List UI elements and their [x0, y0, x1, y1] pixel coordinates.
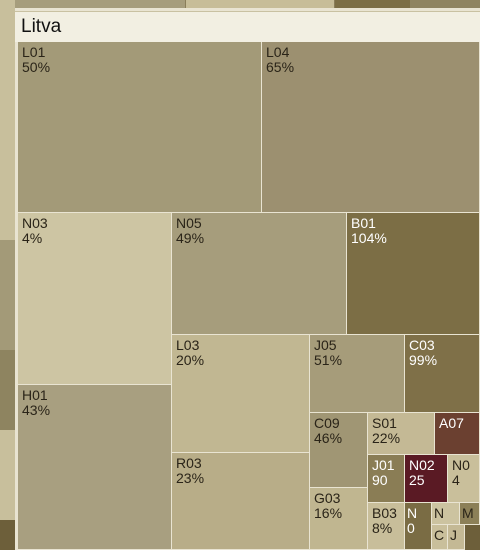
tile — [465, 525, 480, 550]
panel-title: Litva — [21, 16, 62, 37]
tile-value: 43% — [22, 402, 51, 418]
tile: R03 23% — [172, 453, 310, 550]
tile-label: G03 — [314, 490, 341, 506]
tile: J — [448, 525, 465, 550]
tile: L04 65% — [262, 42, 480, 213]
tile: N02 25 — [405, 455, 448, 503]
tile-value: 49% — [176, 230, 205, 246]
tile-value: 0 — [407, 520, 415, 536]
tile-label: N — [407, 505, 418, 521]
tile-label: C — [434, 527, 445, 543]
tile-label: J01 — [372, 457, 395, 473]
tile: C03 99% — [405, 335, 480, 413]
top-strip-tile — [186, 0, 334, 8]
tile-label: J — [450, 527, 457, 543]
tile-label: N0 — [452, 457, 470, 473]
tile-value: 22% — [372, 430, 401, 446]
tile: B03 8% — [368, 503, 405, 550]
tile: C09 46% — [310, 413, 368, 488]
tile: M — [460, 503, 480, 525]
tile-label: N02 — [409, 457, 435, 473]
top-strip-tile — [335, 0, 410, 8]
left-strip-tile — [0, 240, 15, 350]
tile: C — [432, 525, 448, 550]
tile-label: H01 — [22, 387, 48, 403]
tile-label: L01 — [22, 44, 46, 60]
tile: J05 51% — [310, 335, 405, 413]
tile-label: J05 — [314, 337, 337, 353]
separator — [15, 8, 480, 11]
left-strip-tile — [0, 520, 15, 550]
tile-value: 4 — [452, 472, 460, 488]
left-strip-tile — [0, 350, 15, 430]
tile-value: 99% — [409, 352, 438, 368]
tile-label: C03 — [409, 337, 435, 353]
tile-value: 104% — [351, 230, 387, 246]
tile-value: 65% — [266, 59, 295, 75]
tile-label: A07 — [439, 415, 464, 431]
tile-label: N03 — [22, 215, 48, 231]
tile-value: 8% — [372, 520, 393, 536]
tile-label: B01 — [351, 215, 376, 231]
tile: J01 90 — [368, 455, 405, 503]
tile-label: N05 — [176, 215, 202, 231]
tile: N05 49% — [172, 213, 347, 335]
tile-label: L03 — [176, 337, 200, 353]
tile-value: 46% — [314, 430, 343, 446]
tile-label: N — [434, 505, 445, 521]
tile-value: 4% — [22, 230, 43, 246]
tile-value: 50% — [22, 59, 51, 75]
tile: S01 22% — [368, 413, 435, 455]
tile-value: 23% — [176, 470, 205, 486]
tile-label: B03 — [372, 505, 397, 521]
tile-label: L04 — [266, 44, 290, 60]
tile-label: S01 — [372, 415, 397, 431]
tile: L01 50% — [18, 42, 262, 213]
tile: N — [432, 503, 460, 525]
tile-value: 51% — [314, 352, 343, 368]
tile-label: R03 — [176, 455, 202, 471]
tile-value: 20% — [176, 352, 205, 368]
top-strip-tile — [410, 0, 480, 8]
tile-value: 25 — [409, 472, 425, 488]
tile: H01 43% — [18, 385, 172, 550]
top-strip-tile — [15, 0, 185, 8]
tile: L03 20% — [172, 335, 310, 453]
tile-label: M — [462, 505, 474, 521]
tile: N03 4% — [18, 213, 172, 385]
panel-border — [15, 42, 18, 550]
tile-label: C09 — [314, 415, 340, 431]
panel-header: Litva — [15, 11, 480, 42]
tile: B01 104% — [347, 213, 480, 335]
tile-value: 16% — [314, 505, 343, 521]
tile-value: 90 — [372, 472, 388, 488]
tile: G03 16% — [310, 488, 368, 550]
tile: N0 4 — [448, 455, 480, 503]
tile: A07 — [435, 413, 480, 455]
